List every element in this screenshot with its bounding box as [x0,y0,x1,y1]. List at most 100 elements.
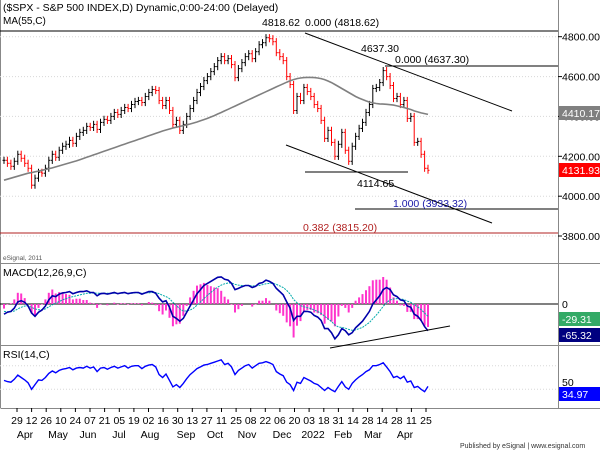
date-axis: 29 12 26 10 24 07 21 05 19 02 16 30 13 27 11 25 08 22 06 20… [11,408,432,441]
price-bar [212,63,216,76]
price-bar [16,150,20,165]
day-tick-label: 07 [84,415,96,427]
price-tick-label: 3800.00 [562,231,600,243]
price-bar [140,96,144,107]
price-bar [230,55,233,69]
day-tick-label: 13 [186,415,198,427]
price-bar [274,38,278,57]
day-tick-label: 11 [406,415,417,427]
price-bar [164,96,168,110]
price-bar [243,53,247,67]
price-bar [305,83,309,96]
price-panel [2,34,430,189]
rsi-tag: 34.97 [559,387,600,401]
price-bar [130,100,133,113]
price-bar [340,128,344,148]
price-bar [109,112,113,124]
rsi-tag-text: 34.97 [562,389,588,401]
day-tick-label: 19 [128,415,140,427]
price-bar [150,85,154,97]
month-tick-label: Sep [177,429,196,441]
price-bar [168,96,171,114]
footer-credit: Published by eSignal | www.esignal.com [460,443,585,450]
macd-line [3,276,429,341]
price-bar [219,53,223,65]
day-tick-label: 28 [362,415,374,427]
price-bar [326,126,330,142]
price-bar [250,50,254,63]
day-tick-label: 22 [259,415,271,427]
day-tick-label: 08 [245,415,257,427]
day-tick-label: 30 [172,415,184,427]
price-bar [78,128,82,140]
price-bar [30,164,34,189]
month-tick-label: May [48,429,69,441]
price-bar [74,132,78,147]
day-tick-label: 14 [376,415,388,427]
price-bar [254,48,258,63]
price-bar [267,34,271,43]
macd-line-tag-text: -65.32 [562,330,592,342]
macd-signal-tag-text: -29.31 [562,314,592,326]
price-bar [223,53,227,65]
price-bar [395,92,399,103]
price-bar [23,154,27,167]
price-bar [299,92,302,105]
month-tick-label: Oct [207,429,223,441]
rsi-label: RSI(14,C) [3,349,50,361]
price-bar [278,49,282,61]
price-bar [405,96,409,122]
price-bar [247,50,251,61]
price-bar [188,104,192,120]
price-bar [292,81,296,114]
macd-panel [3,276,429,341]
day-tick-label: 28 [391,415,403,427]
price-bar [202,77,206,91]
month-tick-label: Mar [364,429,383,441]
price-bar [381,67,385,87]
upper-channel-line [304,32,513,112]
price-bar [216,57,220,71]
day-tick-label: 14 [347,415,359,427]
price-bar [50,150,54,164]
lower-channel-line [285,144,493,224]
price-bar [26,159,30,172]
price-bar [319,104,323,124]
rsi-50-tick: 50 [562,377,574,389]
price-bar [226,55,230,65]
month-tick-label: Dec [273,429,292,441]
month-tick-label: Jun [80,429,97,441]
price-bar [85,122,89,134]
macd-signal-line [3,282,429,331]
trend-lines [0,30,558,224]
month-tick-label: Nov [238,429,257,441]
fib-1-label: 1.000 (3933.32) [393,198,467,210]
macd-line-tag: -65.32 [559,328,600,342]
panel-frames [0,0,600,409]
price-bar [285,57,289,81]
price-bar [367,100,371,116]
price-bar [312,92,316,109]
price-bar [68,136,71,148]
fib-0-4637-label: 0.000 (4637.30) [395,54,469,66]
macd-zero-tick: 0 [562,299,568,311]
last-price-tag: 4131.93 [559,163,600,177]
day-tick-label: 10 [55,415,67,427]
day-tick-label: 02 [143,415,155,427]
price-bar [195,88,199,105]
price-bar [126,103,130,113]
price-bar [364,108,368,126]
month-tick-label: Feb [334,429,352,441]
price-bar [426,164,430,174]
price-bar [423,150,427,172]
price-bar [378,79,382,92]
price-bar [43,164,47,177]
price-bar [81,126,85,136]
macd-signal-tag: -29.31 [559,312,600,326]
day-tick-label: 16 [157,415,169,427]
price-bar [354,132,358,150]
price-bar [398,92,402,109]
price-bar [205,73,209,85]
peak-right-label: 0.000 (4818.62) [305,17,379,29]
price-bar [316,100,320,113]
